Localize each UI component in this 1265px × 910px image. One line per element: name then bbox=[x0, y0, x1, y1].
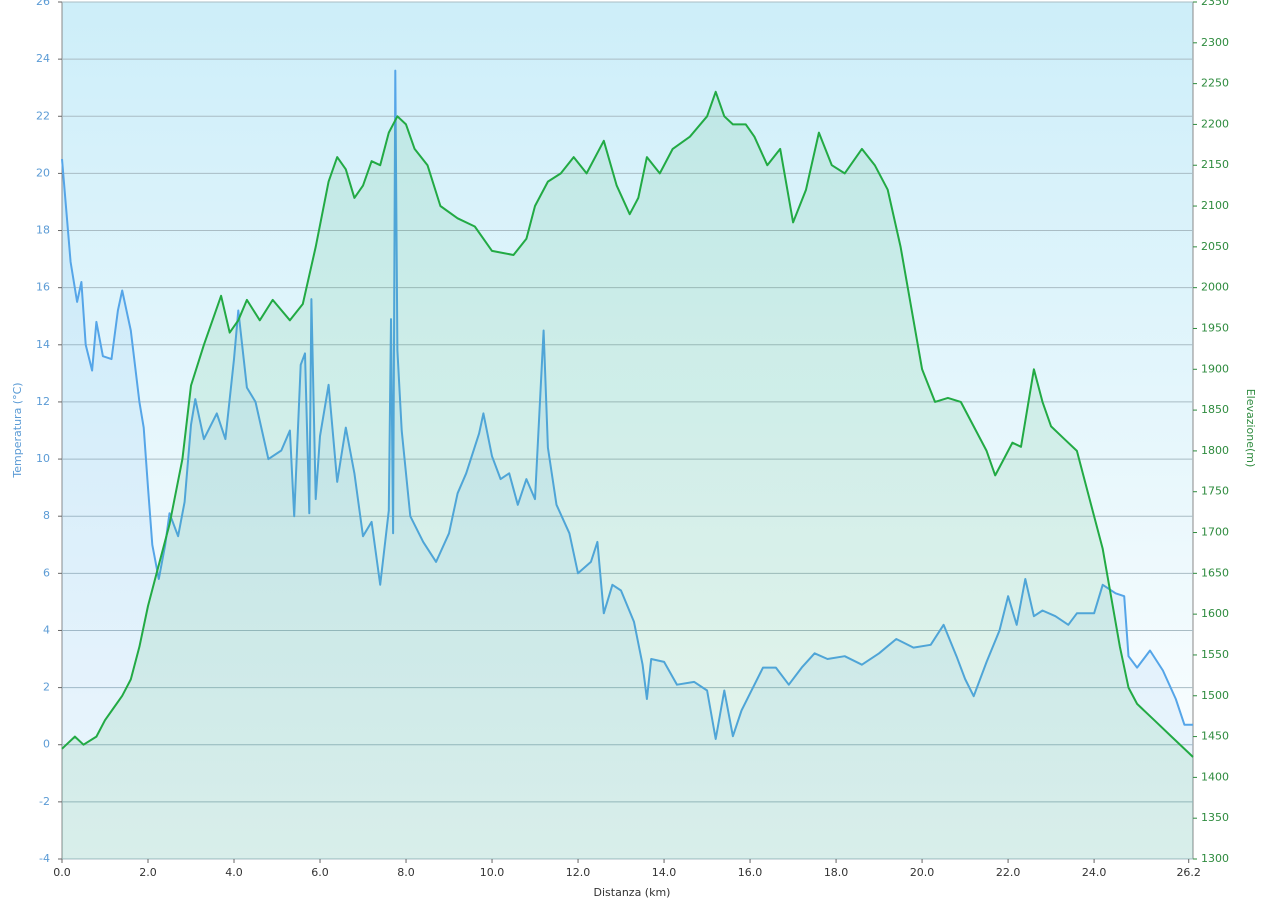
y2-tick-label: 1500 bbox=[1201, 689, 1229, 702]
y2-tick-label: 2100 bbox=[1201, 199, 1229, 212]
x-axis-title: Distanza (km) bbox=[594, 886, 671, 899]
y2-tick-label: 1450 bbox=[1201, 730, 1229, 743]
y2-tick-label: 1600 bbox=[1201, 607, 1229, 620]
y2-tick-label: 2250 bbox=[1201, 77, 1229, 90]
x-tick-label: 6.0 bbox=[311, 866, 329, 879]
y2-tick-label: 1950 bbox=[1201, 321, 1229, 334]
x-tick-label: 18.0 bbox=[824, 866, 849, 879]
x-tick-label: 10.0 bbox=[480, 866, 505, 879]
y-tick-label: 10 bbox=[36, 452, 50, 465]
y-tick-label: 16 bbox=[36, 281, 50, 294]
y2-tick-label: 1400 bbox=[1201, 770, 1229, 783]
y-tick-label: 8 bbox=[43, 509, 50, 522]
y2-tick-label: 1900 bbox=[1201, 362, 1229, 375]
y-tick-label: 20 bbox=[36, 166, 50, 179]
y2-axis-title: Elevazione(m) bbox=[1244, 389, 1257, 468]
y2-tick-label: 1850 bbox=[1201, 403, 1229, 416]
y-tick-label: 12 bbox=[36, 395, 50, 408]
y-tick-label: 2 bbox=[43, 681, 50, 694]
y-tick-label: 6 bbox=[43, 566, 50, 579]
y2-tick-label: 2000 bbox=[1201, 281, 1229, 294]
line bbox=[61, 69, 1193, 740]
line bbox=[61, 90, 1194, 758]
x-tick-label: 14.0 bbox=[652, 866, 677, 879]
x-tick-label: 12.0 bbox=[566, 866, 591, 879]
y-tick-label: -4 bbox=[39, 852, 50, 865]
y2-tick-label: 2200 bbox=[1201, 117, 1229, 130]
x-tick-label: 26.2 bbox=[1176, 866, 1201, 879]
y2-tick-label: 2050 bbox=[1201, 240, 1229, 253]
y2-tick-label: 1650 bbox=[1201, 566, 1229, 579]
area bbox=[62, 70, 1193, 860]
y-tick-label: 4 bbox=[43, 623, 50, 636]
x-tick-label: 24.0 bbox=[1082, 866, 1107, 879]
y2-tick-label: 1700 bbox=[1201, 526, 1229, 539]
y2-tick-label: 2150 bbox=[1201, 158, 1229, 171]
y2-tick-label: 2300 bbox=[1201, 36, 1229, 49]
y-tick-label: 0 bbox=[43, 738, 50, 751]
y-axis-title: Temperatura (°C) bbox=[11, 382, 24, 478]
y2-tick-label: 1350 bbox=[1201, 811, 1229, 824]
y-tick-label: 26 bbox=[36, 0, 50, 8]
x-tick-label: 20.0 bbox=[910, 866, 935, 879]
x-tick-label: 4.0 bbox=[225, 866, 243, 879]
area bbox=[62, 91, 1193, 860]
plot-area bbox=[61, 1, 1194, 860]
x-tick-label: 0.0 bbox=[53, 866, 71, 879]
x-tick-label: 16.0 bbox=[738, 866, 763, 879]
y2-tick-label: 1550 bbox=[1201, 648, 1229, 661]
y2-tick-label: 1300 bbox=[1201, 852, 1229, 865]
x-tick-label: 22.0 bbox=[996, 866, 1021, 879]
y-tick-label: 18 bbox=[36, 224, 50, 237]
y-tick-label: 24 bbox=[36, 52, 50, 65]
x-tick-label: 8.0 bbox=[397, 866, 415, 879]
y-tick-label: -2 bbox=[39, 795, 50, 808]
y2-tick-label: 1800 bbox=[1201, 444, 1229, 457]
y-tick-label: 14 bbox=[36, 338, 50, 351]
y2-tick-label: 2350 bbox=[1201, 0, 1229, 8]
y2-tick-label: 1750 bbox=[1201, 485, 1229, 498]
y-tick-label: 22 bbox=[36, 109, 50, 122]
x-tick-label: 2.0 bbox=[139, 866, 157, 879]
